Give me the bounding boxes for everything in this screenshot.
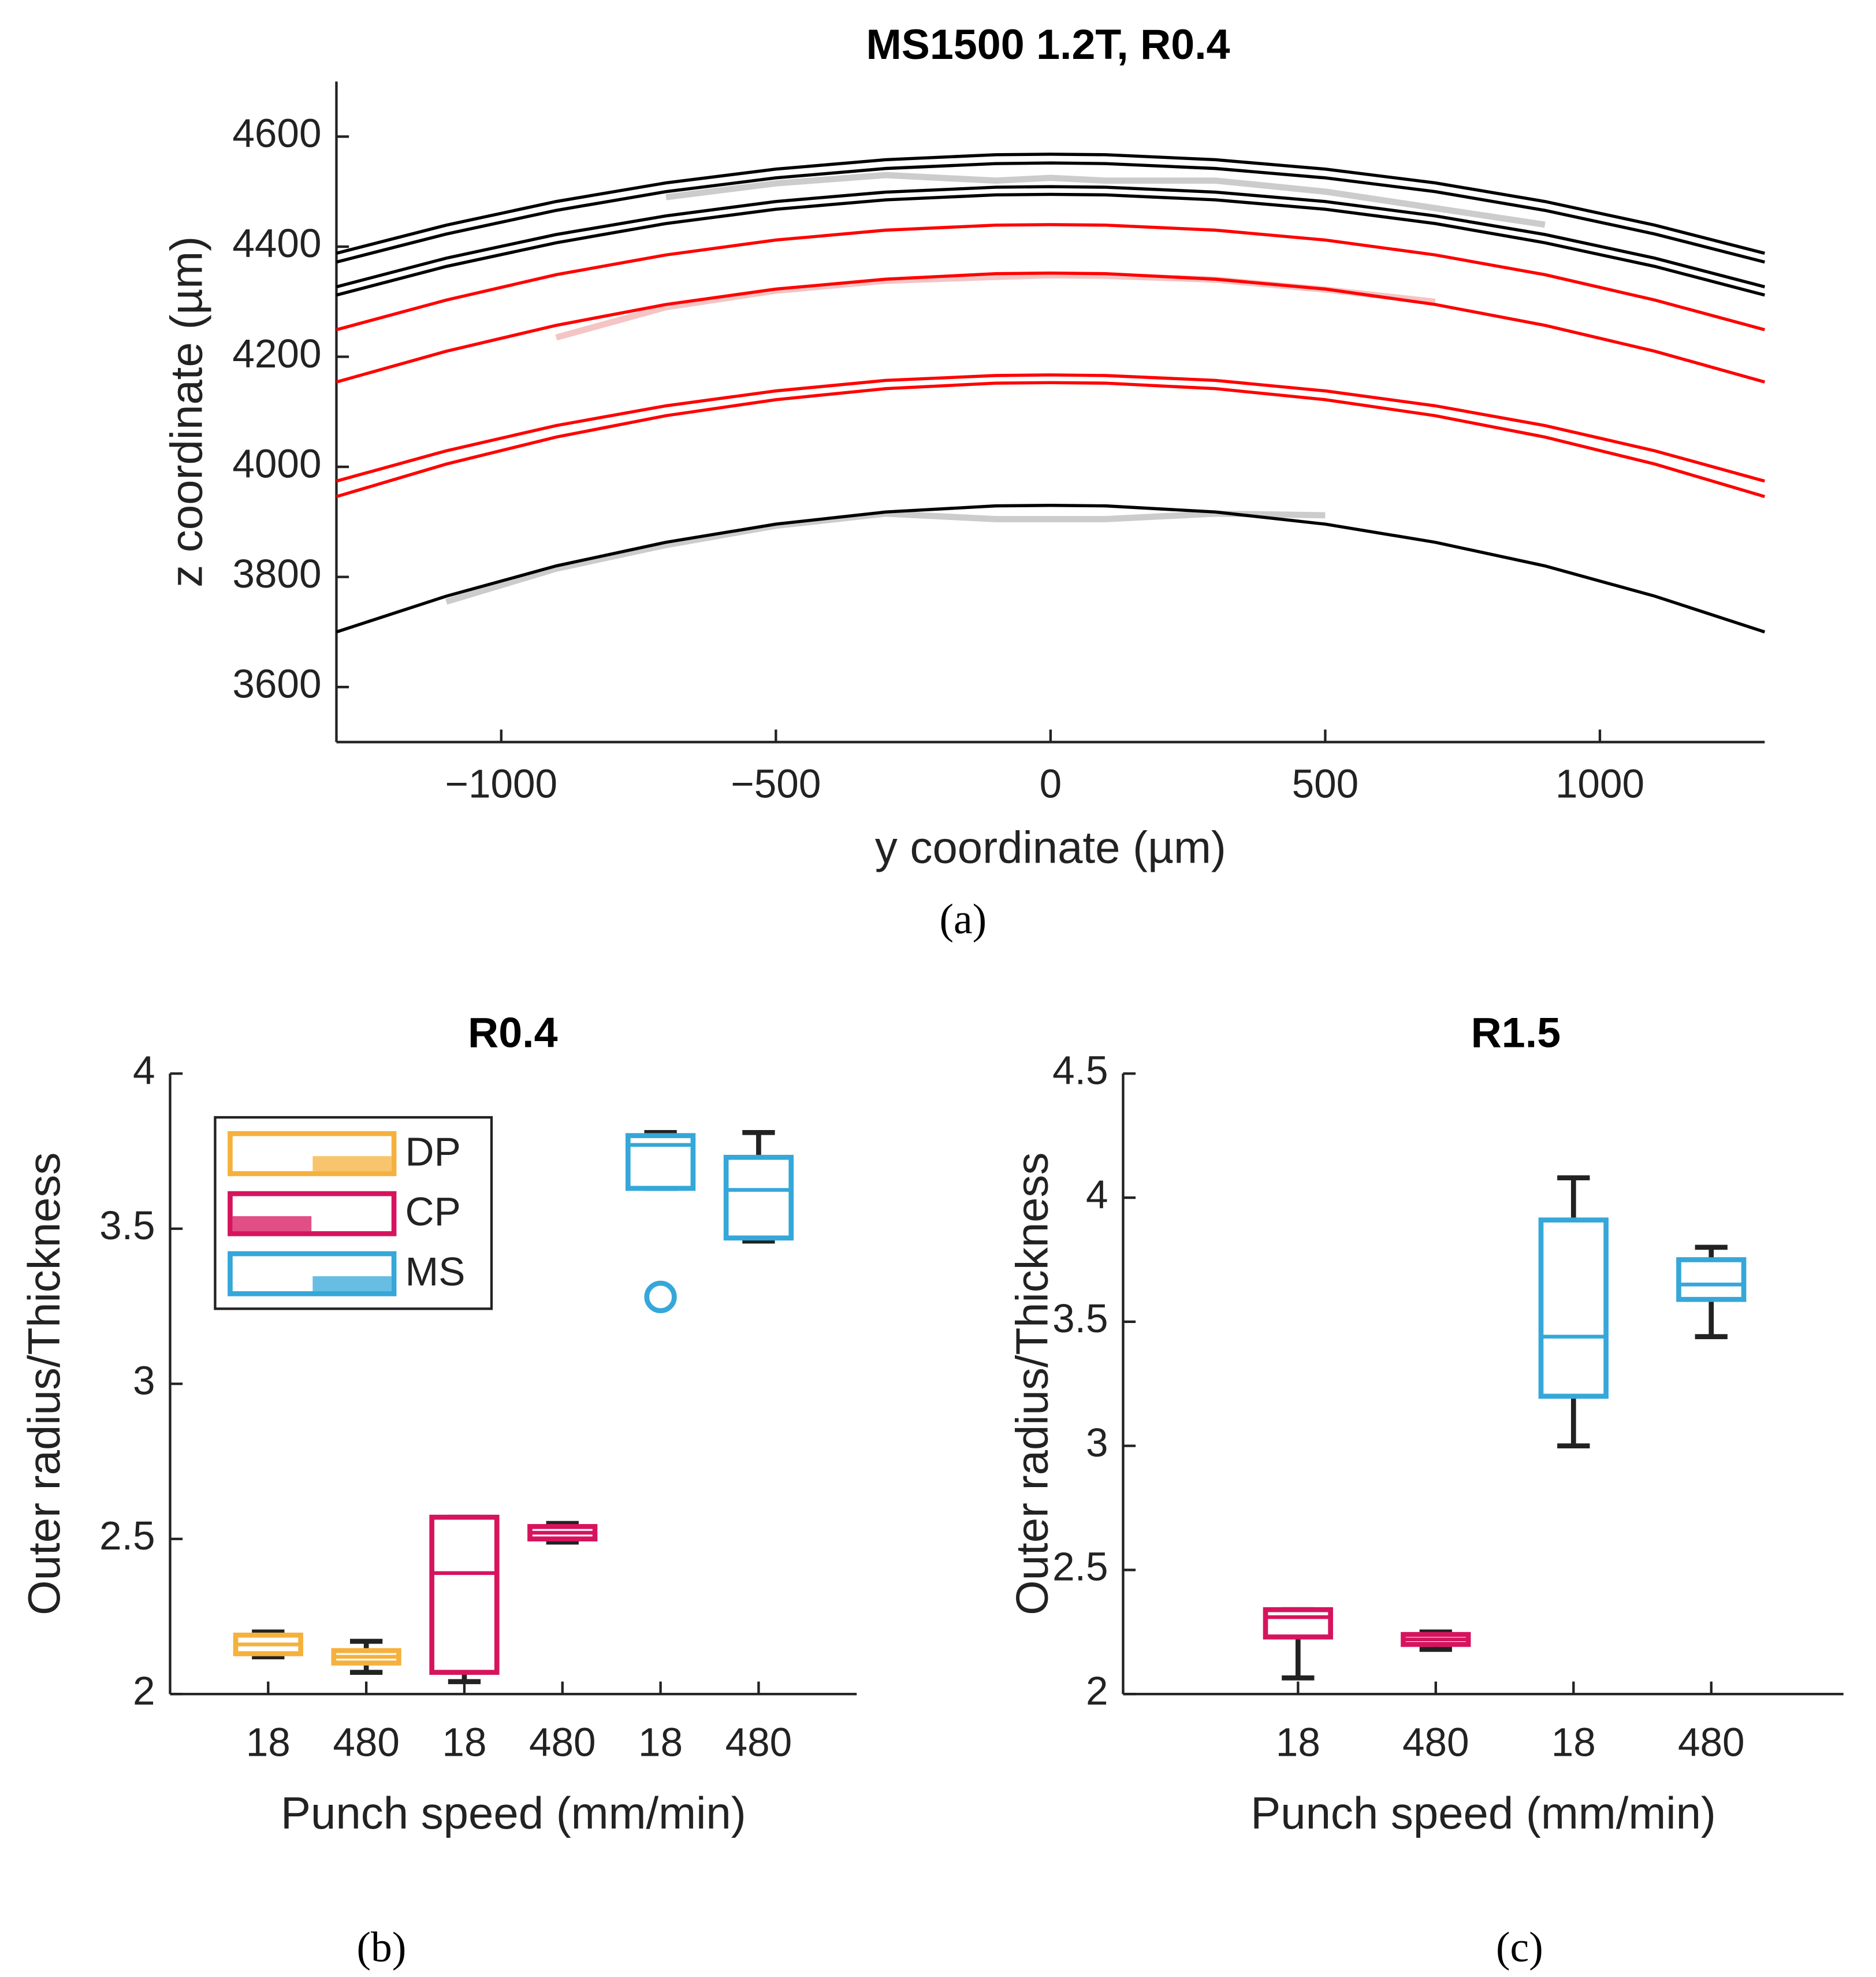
data-line xyxy=(336,192,1765,297)
x-axis-label: y coordinate (µm) xyxy=(875,822,1226,872)
y-tick-label: 3600 xyxy=(232,661,321,706)
y-tick-label: 2.5 xyxy=(1052,1544,1108,1589)
y-tick-label: 3.5 xyxy=(1052,1296,1108,1341)
data-line xyxy=(555,272,1436,341)
caption: (c) xyxy=(1496,1923,1543,1971)
legend-label: DP xyxy=(405,1129,461,1174)
legend-swatch-fill xyxy=(232,1216,312,1232)
y-tick-label: 3800 xyxy=(232,551,321,596)
legend-label: CP xyxy=(405,1189,461,1234)
data-line xyxy=(336,504,1766,634)
x-tick-label: 18 xyxy=(442,1719,486,1764)
box xyxy=(429,1514,500,1675)
box xyxy=(723,1154,794,1241)
y-tick-label: 4 xyxy=(1086,1172,1108,1217)
x-tick-label: 1000 xyxy=(1555,761,1644,807)
x-tick-label: 0 xyxy=(1040,761,1062,807)
data-line xyxy=(336,223,1765,332)
data-line xyxy=(336,271,1766,384)
x-tick-label: 18 xyxy=(1276,1719,1320,1764)
y-tick-label: 4600 xyxy=(232,111,321,156)
x-tick-label: −1000 xyxy=(445,761,558,807)
caption: (a) xyxy=(939,895,987,942)
legend-swatch-fill xyxy=(312,1276,392,1292)
data-line xyxy=(336,153,1765,255)
y-axis-label: Outer radius/Thickness xyxy=(1006,1153,1057,1615)
x-tick-label: 480 xyxy=(529,1719,596,1764)
x-tick-label: 18 xyxy=(638,1719,683,1764)
chart-title: R1.5 xyxy=(1471,1009,1561,1057)
legend-swatch xyxy=(228,1251,397,1296)
y-tick-label: 3 xyxy=(1086,1420,1108,1465)
chart-title: MS1500 1.2T, R0.4 xyxy=(866,20,1230,68)
y-tick-label: 3 xyxy=(133,1358,155,1403)
x-axis-label: Punch speed (mm/min) xyxy=(1250,1788,1716,1838)
x-axis-label: Punch speed (mm/min) xyxy=(281,1788,746,1838)
y-tick-label: 2 xyxy=(1086,1668,1108,1714)
y-tick-label: 2 xyxy=(133,1668,155,1714)
y-axis-label: z coordinate (µm) xyxy=(161,236,212,588)
x-tick-label: 18 xyxy=(1551,1719,1596,1764)
data-line xyxy=(336,185,1765,289)
caption: (b) xyxy=(357,1923,407,1971)
x-tick-label: 18 xyxy=(246,1719,291,1764)
y-tick-label: 4.5 xyxy=(1052,1048,1108,1093)
box xyxy=(1676,1257,1747,1302)
y-tick-label: 4400 xyxy=(232,221,321,266)
box xyxy=(1263,1607,1333,1640)
data-line xyxy=(336,373,1766,483)
x-tick-label: 480 xyxy=(333,1719,400,1764)
y-tick-label: 4200 xyxy=(232,331,321,376)
box xyxy=(1538,1217,1609,1399)
data-line xyxy=(445,510,1326,605)
x-tick-label: 480 xyxy=(725,1719,792,1764)
x-tick-label: 480 xyxy=(1402,1719,1469,1764)
outlier xyxy=(644,1280,677,1314)
y-tick-label: 2.5 xyxy=(99,1513,155,1558)
chart-title: R0.4 xyxy=(468,1009,558,1057)
data-line xyxy=(665,172,1546,228)
x-tick-label: −500 xyxy=(731,761,821,807)
data-line xyxy=(336,381,1766,499)
legend-swatch-fill xyxy=(312,1156,392,1172)
y-tick-label: 4000 xyxy=(232,441,321,486)
legend-label: MS xyxy=(405,1249,466,1294)
y-tick-label: 3.5 xyxy=(99,1203,155,1248)
y-tick-label: 4 xyxy=(133,1048,155,1093)
x-tick-label: 480 xyxy=(1678,1719,1745,1764)
x-tick-label: 500 xyxy=(1292,761,1359,807)
y-axis-label: Outer radius/Thickness xyxy=(18,1153,69,1615)
data-line xyxy=(336,161,1765,264)
